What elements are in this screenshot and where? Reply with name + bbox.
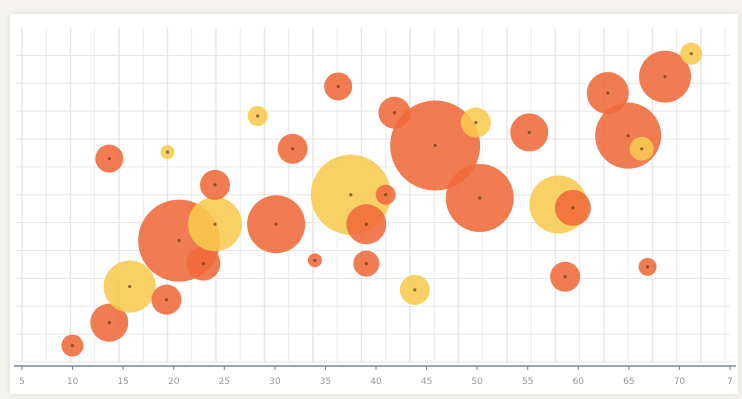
bubble-center-marker xyxy=(336,84,340,89)
bubble-center-marker xyxy=(313,258,317,262)
x-tick-label: 65 xyxy=(623,377,634,387)
bubble-center-marker xyxy=(563,275,567,279)
bubble-center-marker xyxy=(128,284,132,289)
x-axis: 5 10 15 20 25 30 35 40 45 50 55 60 65 70 7 xyxy=(14,365,736,387)
bubble-center-marker xyxy=(689,52,693,56)
x-tick-label: 20 xyxy=(168,377,180,387)
x-tick-label: 10 xyxy=(67,377,79,387)
bubble-center-marker xyxy=(177,239,181,243)
bubble-center-marker xyxy=(478,196,482,200)
bubble-center-marker xyxy=(256,114,260,118)
chart-grid xyxy=(16,28,730,363)
bubble-center-marker xyxy=(571,206,575,210)
bubble-center-marker xyxy=(70,344,75,348)
bubble-center-marker xyxy=(201,262,205,266)
bubble-center-marker xyxy=(164,298,169,302)
bubble-center-marker xyxy=(213,183,217,187)
bubble-center-marker xyxy=(107,321,111,325)
bubble-center-marker xyxy=(527,130,531,134)
bubble-series xyxy=(61,42,703,357)
x-tick-label: 40 xyxy=(370,377,382,387)
x-tick-label: 5 xyxy=(19,377,25,387)
bubble-center-marker xyxy=(290,147,295,151)
bubble-center-marker xyxy=(384,193,388,197)
bubble-center-marker xyxy=(626,134,630,138)
bubble-center-marker xyxy=(645,265,650,269)
x-tick-label: 70 xyxy=(674,377,686,387)
bubble-center-marker xyxy=(107,157,111,161)
bubble-center-marker xyxy=(364,222,368,226)
x-tick-label: 7 xyxy=(727,377,733,387)
bubble-center-marker xyxy=(213,222,217,226)
bubble-center-marker xyxy=(640,147,644,151)
x-tick-label: 25 xyxy=(219,377,230,387)
x-tick-label: 50 xyxy=(471,377,483,387)
x-tick-label: 15 xyxy=(117,377,128,387)
x-tick-label: 30 xyxy=(269,377,281,387)
bubble-center-marker xyxy=(474,120,478,125)
bubble-center-marker xyxy=(274,222,278,226)
bubble-center-marker xyxy=(392,111,397,115)
x-tick-label: 55 xyxy=(522,377,533,387)
bubble-center-marker xyxy=(606,91,610,95)
bubble-center-marker xyxy=(413,288,417,292)
x-tick-label: 35 xyxy=(320,377,331,387)
x-tick-label: 60 xyxy=(573,377,585,387)
bubble-center-marker xyxy=(349,193,353,197)
bubble-center-marker xyxy=(663,75,667,79)
bubble-center-marker xyxy=(433,143,437,148)
bubble-center-marker xyxy=(364,262,368,266)
bubble-center-marker xyxy=(165,150,170,154)
x-tick-label: 45 xyxy=(421,377,432,387)
